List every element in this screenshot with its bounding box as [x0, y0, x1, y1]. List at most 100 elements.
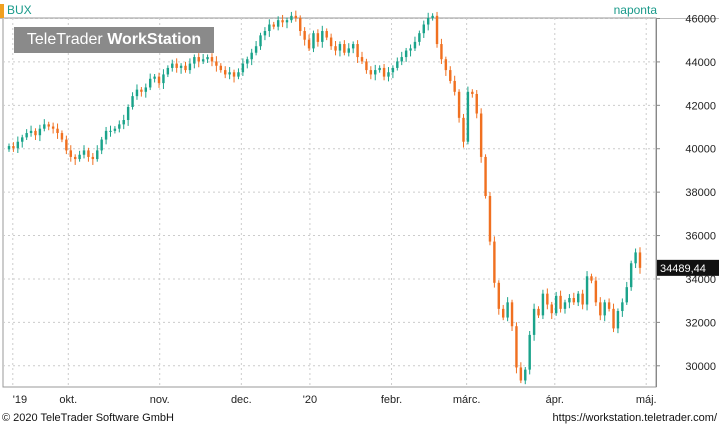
candle-body	[449, 70, 452, 81]
candle-body	[334, 46, 337, 51]
candle-body	[307, 39, 311, 49]
candle-body	[387, 72, 390, 77]
candle-body	[171, 63, 174, 68]
candle-body	[29, 130, 33, 134]
candle-body	[577, 293, 580, 303]
candle-body	[396, 61, 399, 68]
candle-body	[625, 287, 628, 303]
candle-body	[73, 156, 77, 160]
candle-body	[581, 293, 584, 305]
candle-body	[16, 141, 20, 149]
y-tick-label: 36000	[685, 231, 716, 243]
candle-body	[360, 57, 364, 62]
candle-body	[188, 63, 192, 71]
candle-body	[56, 128, 59, 134]
candle-body	[175, 63, 178, 68]
symbol-label: BUX	[7, 3, 32, 17]
candle-body	[263, 31, 267, 36]
y-tick-label: 30000	[685, 361, 716, 373]
candle-body	[184, 65, 187, 71]
candle-body	[272, 24, 275, 27]
x-tick-label: febr.	[381, 394, 402, 406]
candle-body	[471, 91, 474, 94]
candle-body	[162, 74, 165, 84]
candle-body	[210, 57, 214, 62]
candle-body	[466, 91, 470, 142]
candle-body	[135, 89, 139, 97]
candle-body	[47, 124, 50, 127]
x-tick-label: nov.	[150, 394, 170, 406]
candle-body	[532, 308, 536, 335]
watermark-brand: TeleTrader	[26, 31, 108, 48]
candle-body	[104, 130, 108, 140]
candle-body	[554, 295, 558, 314]
candle-body	[422, 24, 425, 34]
candle-body	[541, 293, 545, 316]
candle-body	[400, 57, 403, 62]
candle-body	[338, 44, 342, 51]
y-tick-label: 38000	[685, 187, 716, 199]
candle-body	[321, 31, 324, 42]
candle-body	[634, 252, 637, 264]
candle-body	[462, 117, 465, 142]
x-tick-label: máj.	[636, 394, 657, 406]
candle-body	[43, 124, 46, 129]
y-tick-label: 32000	[685, 317, 716, 329]
candle-body	[91, 156, 95, 160]
candle-body	[78, 154, 81, 160]
candle-body	[378, 67, 381, 71]
candle-body	[493, 241, 496, 283]
candle-body	[312, 33, 315, 49]
candle-body	[369, 70, 373, 75]
candle-body	[241, 63, 245, 73]
candle-body	[285, 20, 289, 23]
candle-body	[537, 308, 540, 316]
watermark-logo: TeleTrader WorkStation	[14, 27, 214, 53]
candle-body	[7, 146, 11, 150]
candle-body	[153, 76, 156, 79]
candle-body	[250, 52, 253, 60]
candle-body	[69, 150, 72, 157]
candle-body	[329, 37, 333, 47]
candle-body	[193, 57, 196, 64]
candle-body	[131, 96, 134, 107]
y-tick-label: 34000	[685, 274, 716, 286]
series-color-marker	[0, 4, 4, 18]
candle-body	[126, 106, 130, 121]
source-url[interactable]: https://workstation.teletrader.com/	[552, 412, 717, 424]
candle-body	[206, 57, 209, 60]
candle-body	[497, 282, 501, 309]
candle-body	[616, 311, 620, 329]
candle-body	[440, 44, 443, 60]
candle-body	[82, 150, 86, 155]
x-tick-label: '20	[303, 394, 317, 406]
x-tick-label: ápr.	[546, 394, 564, 406]
x-tick-label: márc.	[453, 394, 481, 406]
candle-body	[382, 67, 386, 77]
candle-body	[157, 76, 161, 84]
candle-body	[122, 120, 125, 125]
candle-body	[629, 263, 633, 288]
candle-body	[444, 59, 448, 71]
candle-body	[475, 93, 478, 114]
candle-body	[546, 293, 549, 305]
candle-body	[621, 302, 624, 312]
y-tick-label: 40000	[685, 144, 716, 156]
candle-body	[100, 139, 103, 151]
candle-body	[484, 156, 487, 196]
candle-body	[612, 308, 615, 329]
candle-body	[351, 44, 355, 49]
y-tick-label: 46000	[685, 14, 716, 26]
candle-body	[254, 46, 258, 53]
candle-body	[316, 33, 320, 42]
candle-body	[418, 33, 421, 42]
plot-area	[2, 17, 657, 388]
candle-body	[501, 308, 505, 318]
candle-body	[426, 18, 430, 25]
candle-body	[144, 87, 148, 92]
candle-body	[12, 146, 15, 149]
candle-body	[219, 65, 223, 71]
candle-body	[140, 89, 143, 92]
period-label[interactable]: naponta	[613, 3, 657, 17]
candle-body	[51, 126, 55, 129]
